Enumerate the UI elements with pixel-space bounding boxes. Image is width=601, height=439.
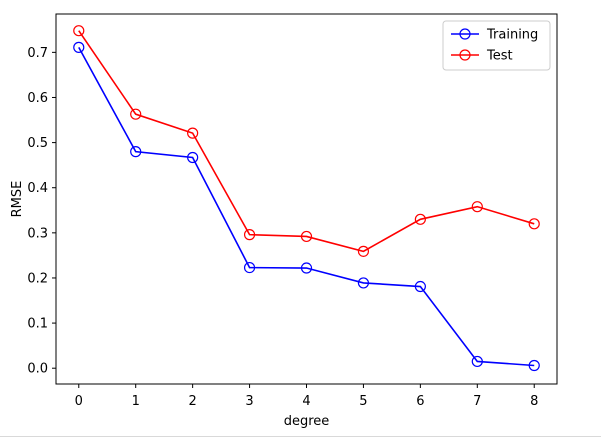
y-axis: 0.0 0.1 0.2 0.3 0.4 0.5 0.6 0.7	[27, 46, 56, 377]
legend-label: Training	[486, 28, 538, 43]
x-tick-label: 8	[530, 394, 538, 409]
data-point	[357, 277, 370, 289]
x-tick-label: 1	[132, 394, 140, 409]
y-axis-label: RMSE	[10, 181, 25, 218]
series-line	[78, 30, 535, 253]
x-tick-label: 5	[359, 394, 367, 409]
y-tick-label: 0.6	[27, 91, 48, 106]
x-tick-label: 6	[416, 394, 424, 409]
y-tick-label: 0.0	[27, 362, 48, 377]
data-point	[300, 262, 313, 274]
data-point	[414, 213, 426, 225]
data-point	[243, 229, 256, 241]
x-tick-label: 4	[302, 394, 310, 409]
x-axis-label: degree	[284, 414, 330, 429]
data-point	[471, 355, 483, 368]
series-line	[78, 47, 535, 367]
y-tick-label: 0.4	[27, 181, 48, 196]
data-point	[528, 218, 540, 230]
data-point	[357, 245, 370, 257]
series-layer	[73, 25, 540, 372]
data-point	[73, 41, 85, 53]
series-training	[73, 41, 540, 372]
data-point	[130, 146, 142, 158]
x-tick-label: 2	[188, 394, 196, 409]
y-tick-label: 0.7	[27, 46, 48, 61]
plot-border	[55, 13, 558, 385]
data-point	[300, 230, 313, 243]
legend-marker	[459, 28, 471, 40]
data-point	[187, 127, 199, 139]
legend-item: Test	[451, 49, 513, 64]
y-tick-label: 0.3	[27, 226, 48, 241]
y-tick-label: 0.1	[27, 317, 48, 332]
x-axis: 0 1 2 3 4 5 6 7 8	[75, 384, 538, 409]
plot-area	[55, 13, 558, 385]
legend-marker	[459, 49, 471, 61]
data-point	[187, 151, 199, 164]
x-tick-label: 3	[245, 394, 253, 409]
legend-item: Training	[451, 28, 538, 43]
data-point	[243, 261, 256, 274]
data-point	[414, 280, 426, 293]
data-point	[73, 25, 85, 37]
y-tick-label: 0.2	[27, 271, 48, 286]
legend: Training Test	[442, 20, 551, 71]
series-test	[73, 25, 540, 257]
page-divider	[0, 436, 601, 437]
legend-label: Test	[486, 49, 513, 64]
y-tick-label: 0.5	[27, 136, 48, 151]
data-point	[471, 201, 483, 213]
x-tick-label: 0	[75, 394, 83, 409]
x-tick-label: 7	[473, 394, 481, 409]
data-point	[130, 108, 142, 120]
data-point	[528, 359, 540, 372]
